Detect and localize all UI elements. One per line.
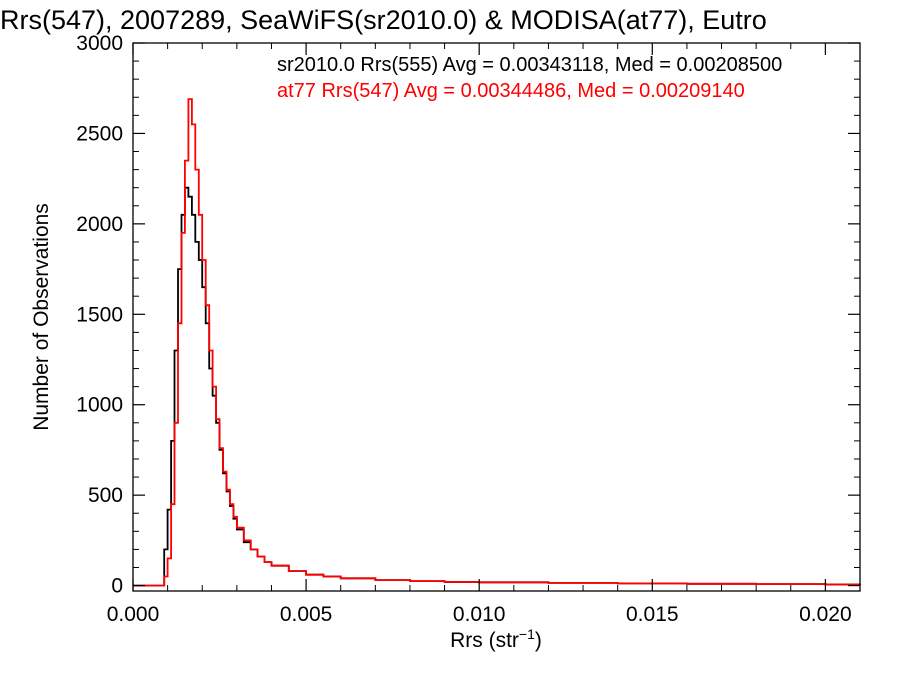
chart-title: Rrs(547), 2007289, SeaWiFS(sr2010.0) & M… [0,5,767,35]
y-tick-label: 0 [111,575,123,598]
y-axis-label: Number of Observations [30,203,53,431]
plot-frame [132,42,861,592]
legend-entry-sr2010: sr2010.0 Rrs(555) Avg = 0.00343118, Med … [277,54,782,76]
x-tick-label: 0.010 [453,603,506,626]
y-tick-label: 1500 [76,303,123,326]
y-tick-label: 2500 [76,122,123,145]
x-tick-label: 0.015 [626,603,679,626]
x-axis-label: Rrs (str−1) [450,626,542,652]
y-tick-label: 1000 [76,394,123,417]
x-axis-label-superscript: −1 [519,626,535,642]
series-line-1 [133,98,861,587]
x-tick-label: 0.000 [107,603,160,626]
x-tick-label: 0.005 [280,603,333,626]
x-axis-label-close: ) [535,629,542,652]
x-tick-label: 0.020 [799,603,852,626]
y-axis: 0 500 1000 1500 2000 2500 3000 [76,32,860,598]
legend-entry-at77: at77 Rrs(547) Avg = 0.00344486, Med = 0.… [277,80,745,102]
y-tick-label: 3000 [76,32,123,55]
y-tick-label: 2000 [76,213,123,236]
series-line-0 [133,186,861,587]
series-layer [133,98,861,587]
x-axis: 0.000 0.005 0.010 0.015 0.020 [107,43,852,626]
y-tick-label: 500 [88,484,123,507]
